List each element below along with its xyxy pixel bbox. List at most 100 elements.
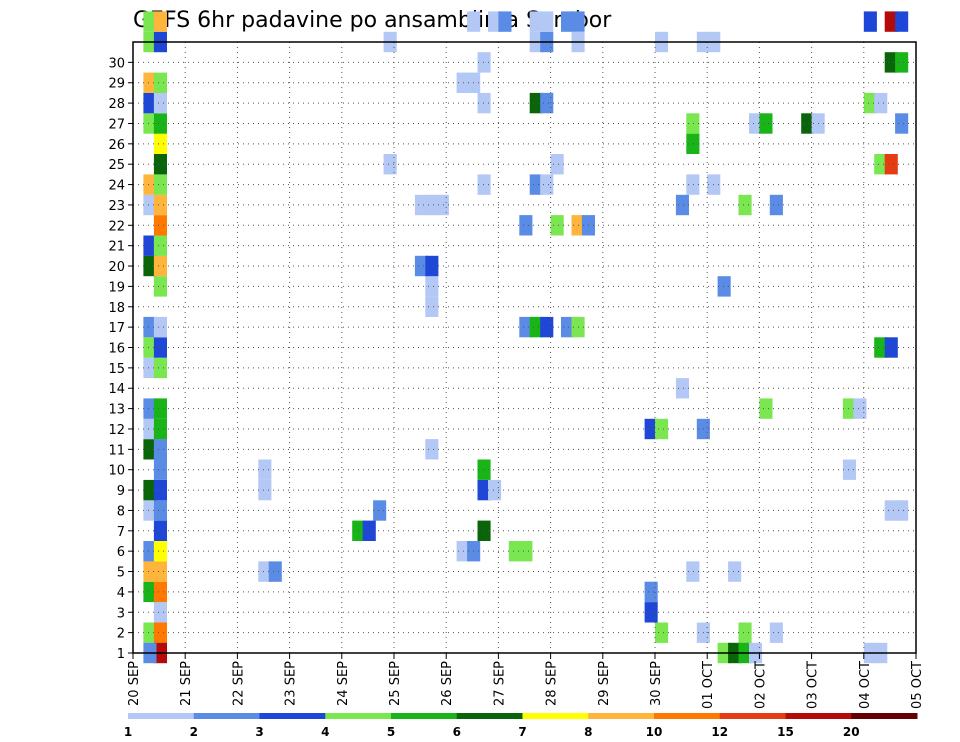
y-tick-label: 4 [117,586,125,601]
heatmap-cell [425,439,439,460]
heatmap-cell [561,11,575,32]
heatmap-cell [414,194,428,216]
colorbar-label: 12 [711,725,728,739]
heatmap-cell [153,174,167,195]
heatmap-cell [153,459,167,480]
heatmap-cell [655,418,669,440]
heatmap-cell [477,92,491,114]
x-tick-label: 01 OCT [701,661,716,709]
y-tick-label: 11 [108,443,125,458]
heatmap-cell [686,113,700,134]
heatmap-cell [686,561,700,582]
heatmap-cell [153,561,167,582]
heatmap-cell [143,337,157,358]
y-tick-label: 19 [108,280,125,295]
heatmap-cell [153,541,167,562]
heatmap-cell [529,11,543,32]
heatmap-cell [571,11,585,32]
x-tick-label: 22 SEP [231,661,246,706]
heatmap-cell [153,255,167,277]
heatmap-cell [143,398,157,419]
heatmap-cell [258,561,272,582]
heatmap-cell [258,459,272,480]
colorbar-label: 3 [255,725,263,739]
heatmap-cell [895,500,909,521]
heatmap-cell [842,459,856,480]
y-tick-label: 9 [117,484,125,499]
y-tick-label: 27 [108,117,125,132]
heatmap-cell [874,92,888,114]
x-tick-label: 27 SEP [492,661,507,706]
heatmap-cell [153,581,167,603]
heatmap-cell [644,581,658,603]
heatmap-cell [153,418,167,440]
heatmap-cell [153,133,167,154]
heatmap-cell [644,602,658,623]
heatmap-cell [477,52,491,73]
heatmap-cell [801,113,815,134]
colorbar-segment [785,713,852,719]
heatmap-cell [153,439,167,460]
heatmap-cell [769,622,783,643]
heatmap-cell [863,92,877,114]
heatmap-cell [519,541,533,562]
x-tick-label: 26 SEP [440,661,455,706]
heatmap-cell [728,561,742,582]
x-tick-label: 04 OCT [858,661,873,709]
y-tick-label: 2 [117,627,125,642]
heatmap-cell [425,296,439,317]
y-tick-label: 23 [108,199,125,214]
heatmap-cell [519,316,533,338]
heatmap-cell [143,622,157,643]
x-tick-label: 23 SEP [284,661,299,706]
heatmap-cell [143,439,157,460]
heatmap-cell [414,255,428,277]
heatmap-cell [769,194,783,216]
heatmap-cell [153,92,167,114]
heatmap-cell [143,316,157,338]
heatmap-cell [863,11,877,32]
heatmap-cell [675,194,689,216]
y-tick-label: 5 [117,566,125,581]
x-tick-label: 25 SEP [388,661,403,706]
heatmap-cell [550,154,564,175]
colorbar-segment [588,713,655,719]
heatmap-cell [540,316,554,338]
y-axis-ticks: 1234567891011121314151617181920212223242… [108,56,133,662]
y-tick-label: 10 [108,464,125,479]
x-tick-label: 03 OCT [806,661,821,709]
heatmap-cell [143,541,157,562]
heatmap-cell [717,276,731,297]
heatmap-cell [488,479,502,501]
heatmap-cells [143,11,909,664]
heatmap-cell [895,52,909,73]
heatmap-cell [143,72,157,93]
colorbar-segment [259,713,326,719]
heatmap-cell [644,418,658,440]
heatmap-cell [884,337,898,358]
heatmap-cell [383,154,397,175]
heatmap-cell [153,602,167,623]
heatmap-cell [143,418,157,440]
heatmap-cell [143,357,157,379]
heatmap-cell [143,255,157,277]
heatmap-cell [874,154,888,175]
y-tick-label: 30 [108,56,125,71]
y-tick-label: 12 [108,423,125,438]
heatmap-cell [498,11,512,32]
y-tick-label: 25 [108,158,125,173]
heatmap-cell [561,316,575,338]
x-tick-label: 24 SEP [336,661,351,706]
y-tick-label: 28 [108,97,125,112]
heatmap-cell [153,622,167,643]
y-tick-label: 17 [108,321,125,336]
heatmap-cell [738,194,752,216]
heatmap-cell [675,378,689,399]
y-tick-label: 14 [108,382,125,397]
heatmap-cell [153,337,167,358]
colorbar-label: 8 [584,725,592,739]
y-tick-label: 13 [108,403,125,418]
colorbar-label: 10 [646,725,663,739]
heatmap-cell [759,113,773,134]
